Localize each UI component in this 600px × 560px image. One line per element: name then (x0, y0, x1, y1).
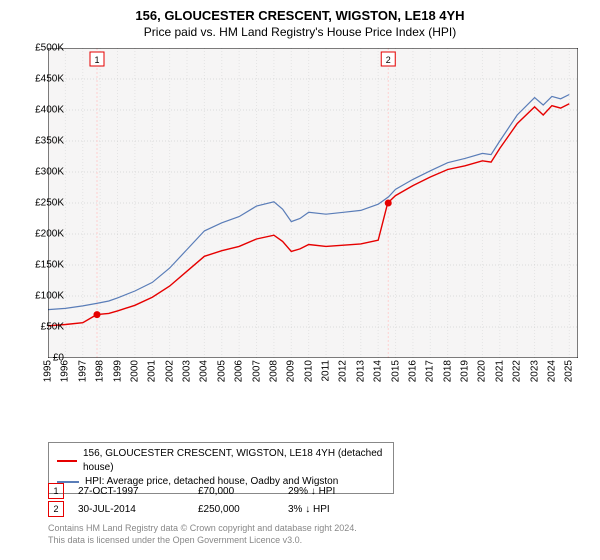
legend-item: 156, GLOUCESTER CRESCENT, WIGSTON, LE18 … (57, 447, 385, 475)
ytick-label: £50K (20, 322, 64, 333)
xtick-label: 2005 (216, 360, 227, 390)
xtick-label: 2022 (512, 360, 523, 390)
sale-marker: 2 (48, 501, 64, 517)
ytick-label: £350K (20, 136, 64, 147)
xtick-label: 1995 (43, 360, 54, 390)
sale-date: 30-JUL-2014 (78, 504, 198, 515)
sale-marker: 1 (48, 483, 64, 499)
xtick-label: 2023 (529, 360, 540, 390)
xtick-label: 2009 (286, 360, 297, 390)
sale-diff: 29% ↓ HPI (288, 486, 388, 497)
xtick-label: 2019 (460, 360, 471, 390)
xtick-label: 2012 (338, 360, 349, 390)
sale-price: £250,000 (198, 504, 288, 515)
xtick-label: 2024 (546, 360, 557, 390)
ytick-label: £400K (20, 105, 64, 116)
xtick-label: 2000 (129, 360, 140, 390)
xtick-label: 2008 (268, 360, 279, 390)
xtick-label: 2025 (564, 360, 575, 390)
sale-row: 2 30-JUL-2014£250,0003% ↓ HPI (48, 500, 388, 518)
chart-title: 156, GLOUCESTER CRESCENT, WIGSTON, LE18 … (0, 0, 600, 23)
xtick-label: 2007 (251, 360, 262, 390)
sale-row: 1 27-OCT-1997£70,00029% ↓ HPI (48, 482, 388, 500)
ytick-label: £100K (20, 291, 64, 302)
xtick-label: 1996 (60, 360, 71, 390)
xtick-label: 2004 (199, 360, 210, 390)
footer-line2: This data is licensed under the Open Gov… (48, 534, 357, 546)
svg-text:1: 1 (94, 55, 99, 65)
xtick-label: 2015 (390, 360, 401, 390)
chart-subtitle: Price paid vs. HM Land Registry's House … (0, 23, 600, 39)
chart-area: 12 (48, 48, 578, 394)
xtick-label: 2011 (321, 360, 332, 390)
ytick-label: £500K (20, 43, 64, 54)
footer: Contains HM Land Registry data © Crown c… (48, 522, 357, 546)
xtick-label: 2021 (494, 360, 505, 390)
ytick-label: £450K (20, 74, 64, 85)
xtick-label: 2020 (477, 360, 488, 390)
xtick-label: 2001 (147, 360, 158, 390)
svg-text:2: 2 (386, 55, 391, 65)
xtick-label: 2010 (303, 360, 314, 390)
xtick-label: 2017 (425, 360, 436, 390)
xtick-label: 2006 (234, 360, 245, 390)
xtick-label: 2013 (355, 360, 366, 390)
xtick-label: 2018 (442, 360, 453, 390)
ytick-label: £300K (20, 167, 64, 178)
ytick-label: £200K (20, 229, 64, 240)
legend-swatch (57, 460, 77, 462)
ytick-label: £250K (20, 198, 64, 209)
xtick-label: 2003 (182, 360, 193, 390)
sale-price: £70,000 (198, 486, 288, 497)
xtick-label: 2016 (407, 360, 418, 390)
legend-label: 156, GLOUCESTER CRESCENT, WIGSTON, LE18 … (83, 447, 385, 475)
sale-date: 27-OCT-1997 (78, 486, 198, 497)
xtick-label: 2014 (373, 360, 384, 390)
chart-container: 156, GLOUCESTER CRESCENT, WIGSTON, LE18 … (0, 0, 600, 560)
xtick-label: 2002 (164, 360, 175, 390)
sale-diff: 3% ↓ HPI (288, 504, 388, 515)
footer-line1: Contains HM Land Registry data © Crown c… (48, 522, 357, 534)
ytick-label: £150K (20, 260, 64, 271)
xtick-label: 1998 (95, 360, 106, 390)
xtick-label: 1997 (77, 360, 88, 390)
xtick-label: 1999 (112, 360, 123, 390)
chart-svg: 12 (48, 48, 578, 358)
sales-table: 1 27-OCT-1997£70,00029% ↓ HPI 2 30-JUL-2014… (48, 482, 388, 518)
